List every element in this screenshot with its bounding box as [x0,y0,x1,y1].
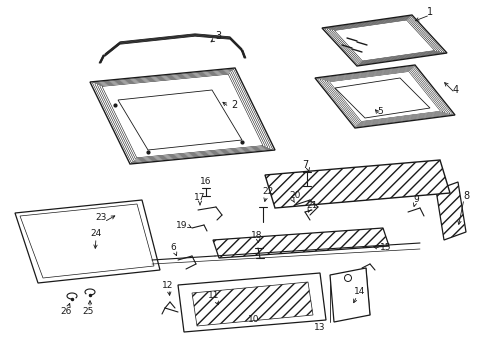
Text: 8: 8 [462,191,468,201]
Text: 13: 13 [314,323,325,332]
Polygon shape [329,268,369,322]
Polygon shape [15,200,160,283]
Text: 20: 20 [289,192,300,201]
Polygon shape [90,68,274,164]
Polygon shape [178,273,325,332]
Text: 12: 12 [162,280,173,289]
Text: 5: 5 [376,108,382,117]
Text: 16: 16 [200,177,211,186]
Text: 26: 26 [60,306,72,315]
Text: 17: 17 [194,194,205,202]
Text: 14: 14 [354,288,365,297]
Text: 1: 1 [426,7,432,17]
Text: 25: 25 [82,306,94,315]
Text: 7: 7 [301,160,307,170]
Text: 4: 4 [452,85,458,95]
Text: 10: 10 [248,315,259,324]
Text: 19: 19 [176,220,187,230]
Text: 6: 6 [170,243,176,252]
Text: 9: 9 [412,195,418,204]
Text: 23: 23 [95,213,106,222]
Text: 15: 15 [380,243,391,252]
Polygon shape [314,65,454,128]
Text: 22: 22 [262,188,273,197]
Text: 18: 18 [251,230,262,239]
Polygon shape [435,182,465,240]
Text: 2: 2 [230,100,237,110]
Polygon shape [213,228,388,258]
Polygon shape [321,15,446,66]
Text: 11: 11 [208,292,219,301]
Text: 3: 3 [215,31,221,41]
Text: 21: 21 [305,201,317,210]
Polygon shape [334,78,429,118]
Polygon shape [192,282,312,326]
Polygon shape [264,160,449,208]
Text: 24: 24 [90,230,102,238]
Polygon shape [118,90,242,150]
